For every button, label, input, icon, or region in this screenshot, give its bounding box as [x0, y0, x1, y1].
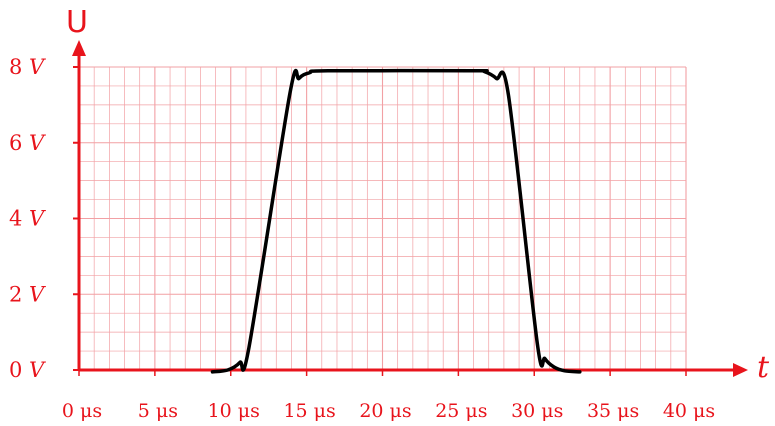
x-tick-label: 40 μs: [663, 400, 715, 422]
series-line: [210, 68, 582, 374]
y-tick-label: 0 V: [9, 358, 46, 382]
x-tick-label: 0 μs: [62, 400, 102, 422]
x-tick-label: 5 μs: [138, 400, 178, 422]
x-tick-labels: 0 μs 5 μs 10 μs 15 μs 20 μs 25 μs 30 μs 35 μs 40…: [62, 370, 715, 422]
y-axis-arrow: [72, 40, 86, 56]
y-axis-label: U: [66, 5, 88, 40]
y-tick-label: 6 V: [9, 131, 46, 155]
y-tick-labels: 0 V 2 V 4 V 6 V 8 V: [9, 55, 79, 382]
y-tick-label: 8 V: [9, 55, 46, 79]
x-tick-label: 25 μs: [435, 400, 487, 422]
x-axis-arrow: [733, 363, 748, 377]
x-axis-label: t: [757, 350, 770, 385]
y-tick-label: 2 V: [9, 282, 46, 306]
x-tick-label: 30 μs: [511, 400, 563, 422]
x-tick-label: 15 μs: [283, 400, 335, 422]
axes: [72, 40, 748, 377]
y-tick-label: 4 V: [9, 207, 46, 231]
x-tick-label: 20 μs: [359, 400, 411, 422]
x-tick-label: 35 μs: [587, 400, 639, 422]
x-tick-label: 10 μs: [208, 400, 260, 422]
grid: [78, 66, 687, 371]
